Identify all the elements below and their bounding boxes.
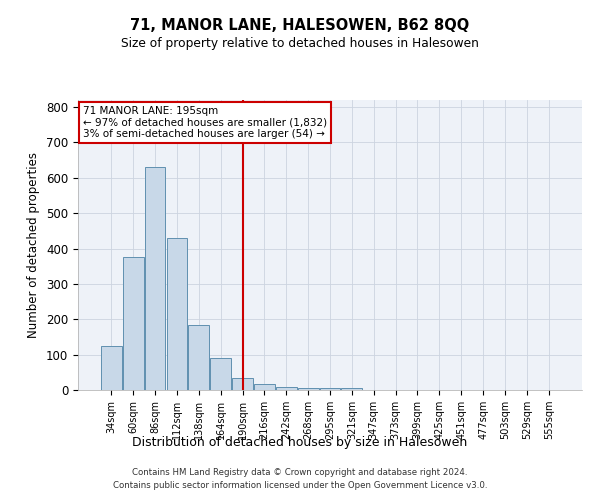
Bar [210, 358, 231, 390]
Bar [254, 384, 275, 390]
Y-axis label: Number of detached properties: Number of detached properties [28, 152, 40, 338]
Text: 71, MANOR LANE, HALESOWEN, B62 8QQ: 71, MANOR LANE, HALESOWEN, B62 8QQ [130, 18, 470, 32]
Text: Contains public sector information licensed under the Open Government Licence v3: Contains public sector information licen… [113, 480, 487, 490]
Bar [188, 324, 209, 390]
Text: Distribution of detached houses by size in Halesowen: Distribution of detached houses by size … [133, 436, 467, 449]
Bar [320, 388, 340, 390]
Bar [167, 238, 187, 390]
Bar [232, 378, 253, 390]
Text: 71 MANOR LANE: 195sqm
← 97% of detached houses are smaller (1,832)
3% of semi-de: 71 MANOR LANE: 195sqm ← 97% of detached … [83, 106, 327, 139]
Bar [298, 388, 319, 390]
Text: Contains HM Land Registry data © Crown copyright and database right 2024.: Contains HM Land Registry data © Crown c… [132, 468, 468, 477]
Bar [145, 167, 166, 390]
Bar [276, 387, 296, 390]
Bar [341, 388, 362, 390]
Bar [101, 346, 122, 390]
Bar [123, 258, 143, 390]
Text: Size of property relative to detached houses in Halesowen: Size of property relative to detached ho… [121, 38, 479, 51]
